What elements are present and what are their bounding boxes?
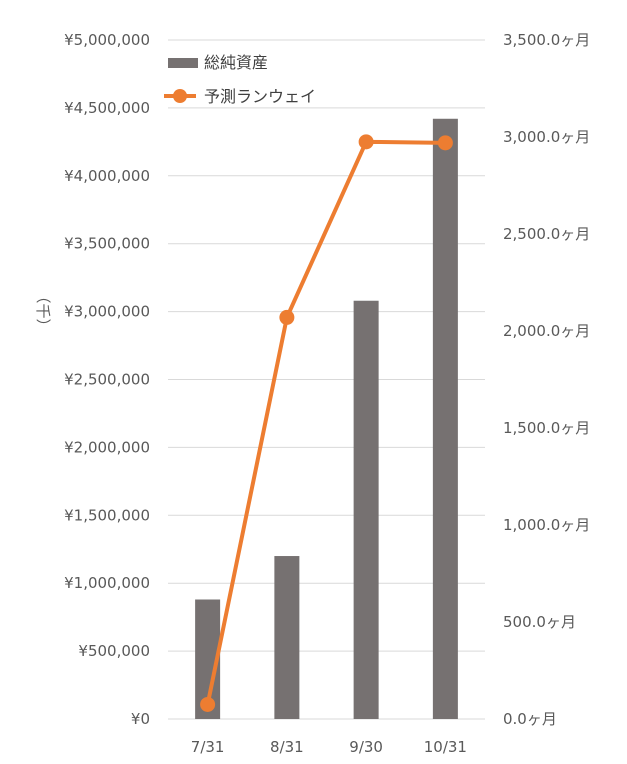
x-axis-tick-labels: 7/31 8/31 9/30 10/31 bbox=[191, 738, 467, 756]
x-axis-tick-label: 9/30 bbox=[349, 738, 383, 756]
right-axis-tick-labels: 0.0ヶ月 500.0ヶ月 1,000.0ヶ月 1,500.0ヶ月 2,000.0ヶ月 2… bbox=[503, 31, 590, 728]
legend-swatch-total-net-assets bbox=[168, 58, 198, 68]
left-axis-tick-label: ¥2,500,000 bbox=[64, 371, 150, 389]
x-axis-tick-label: 10/31 bbox=[424, 738, 467, 756]
right-axis-tick-label: 3,500.0ヶ月 bbox=[503, 31, 590, 49]
runway-point bbox=[437, 135, 453, 151]
left-axis-tick-labels: ¥0 ¥500,000 ¥1,000,000 ¥1,500,000 ¥2,000,000… bbox=[64, 31, 150, 728]
x-axis-tick-label: 8/31 bbox=[270, 738, 304, 756]
left-axis-tick-label: ¥0 bbox=[131, 710, 150, 728]
legend-label-total-net-assets: 総純資産 bbox=[204, 53, 268, 72]
runway-point bbox=[200, 696, 216, 712]
gridlines bbox=[168, 39, 485, 720]
runway-line bbox=[205, 139, 446, 705]
right-axis-tick-label: 2,000.0ヶ月 bbox=[503, 322, 590, 340]
right-axis-tick-label: 1,000.0ヶ月 bbox=[503, 516, 590, 534]
bar bbox=[353, 300, 379, 719]
runway-point bbox=[358, 134, 374, 150]
right-axis-tick-label: 500.0ヶ月 bbox=[503, 613, 576, 631]
x-axis-tick-label: 7/31 bbox=[191, 738, 225, 756]
legend: 総純資産 予測ランウェイ bbox=[164, 53, 316, 106]
left-axis-tick-label: ¥5,000,000 bbox=[64, 31, 150, 49]
left-axis-tick-label: ¥1,500,000 bbox=[64, 506, 150, 524]
left-axis-unit-label: （千） bbox=[34, 288, 52, 333]
legend-swatch-forecast-runway-marker bbox=[173, 89, 187, 103]
left-axis-tick-label: ¥3,500,000 bbox=[64, 235, 150, 253]
right-axis-tick-label: 2,500.0ヶ月 bbox=[503, 225, 590, 243]
right-axis-tick-label: 1,500.0ヶ月 bbox=[503, 419, 590, 437]
left-axis-tick-label: ¥4,500,000 bbox=[64, 99, 150, 117]
left-axis-tick-label: ¥3,000,000 bbox=[64, 303, 150, 321]
line-series-forecast-runway bbox=[200, 134, 453, 712]
bar bbox=[432, 118, 458, 720]
left-axis-tick-label: ¥2,000,000 bbox=[64, 438, 150, 456]
left-axis-tick-label: ¥1,000,000 bbox=[64, 574, 150, 592]
runway-point bbox=[279, 309, 295, 325]
left-axis-tick-label: ¥4,000,000 bbox=[64, 167, 150, 185]
left-axis-tick-label: ¥500,000 bbox=[78, 642, 150, 660]
right-axis-tick-label: 0.0ヶ月 bbox=[503, 710, 557, 728]
legend-label-forecast-runway: 予測ランウェイ bbox=[204, 87, 316, 106]
bar-series-total-net-assets bbox=[195, 118, 458, 720]
bar bbox=[274, 556, 300, 719]
right-axis-tick-label: 3,000.0ヶ月 bbox=[503, 128, 590, 146]
